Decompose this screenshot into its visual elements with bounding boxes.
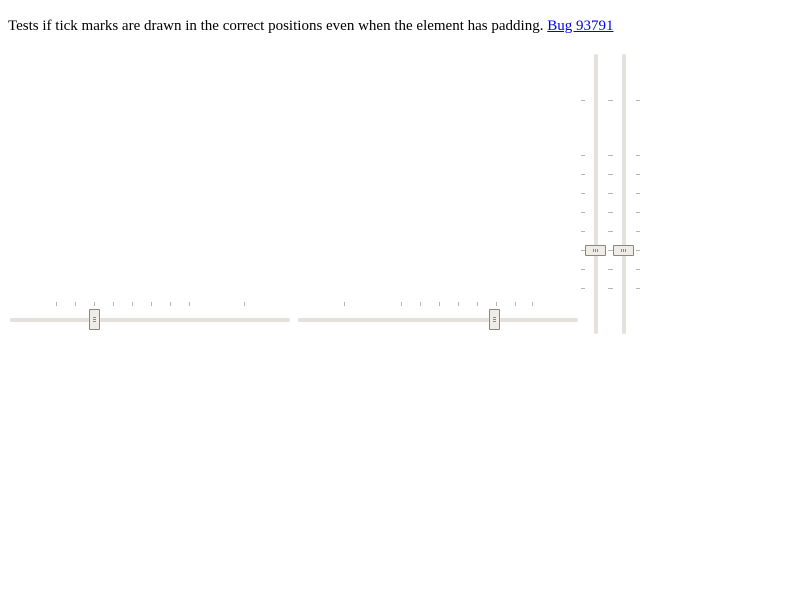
tick-mark bbox=[94, 302, 95, 306]
tick-mark bbox=[609, 212, 613, 213]
thumb-grip-line bbox=[93, 319, 96, 320]
thumb-grip-line bbox=[593, 249, 594, 252]
tick-mark bbox=[113, 302, 114, 306]
thumb-grip-line bbox=[93, 321, 96, 322]
slider-thumb[interactable] bbox=[89, 309, 100, 330]
tick-mark bbox=[636, 155, 640, 156]
horizontal-slider-1[interactable] bbox=[10, 296, 290, 336]
tick-mark bbox=[581, 269, 585, 270]
tick-mark bbox=[581, 250, 585, 251]
tick-mark bbox=[636, 250, 640, 251]
thumb-grip-line bbox=[493, 317, 496, 318]
tick-mark bbox=[151, 302, 152, 306]
horizontal-slider-2[interactable] bbox=[298, 296, 578, 336]
tick-mark bbox=[532, 302, 533, 306]
tick-mark bbox=[132, 302, 133, 306]
tick-mark bbox=[636, 174, 640, 175]
tick-mark bbox=[581, 100, 585, 101]
tick-mark bbox=[609, 174, 613, 175]
slider-track bbox=[298, 318, 578, 322]
tick-mark bbox=[636, 193, 640, 194]
tick-mark bbox=[609, 288, 613, 289]
tick-mark bbox=[609, 269, 613, 270]
tick-mark bbox=[515, 302, 516, 306]
tick-mark bbox=[189, 302, 190, 306]
tick-mark bbox=[581, 288, 585, 289]
thumb-grip-line bbox=[625, 249, 626, 252]
description-text: Tests if tick marks are drawn in the cor… bbox=[8, 18, 544, 34]
thumb-grip-line bbox=[623, 249, 624, 252]
tick-mark bbox=[477, 302, 478, 306]
tick-mark bbox=[636, 288, 640, 289]
tick-mark bbox=[170, 302, 171, 306]
tick-mark bbox=[581, 155, 585, 156]
tick-mark bbox=[420, 302, 421, 306]
tick-mark bbox=[75, 302, 76, 306]
slider-thumb[interactable] bbox=[613, 245, 634, 256]
slider-track bbox=[10, 318, 290, 322]
tick-mark bbox=[636, 212, 640, 213]
tick-mark bbox=[458, 302, 459, 306]
thumb-grip-line bbox=[93, 317, 96, 318]
tick-mark bbox=[609, 231, 613, 232]
tick-mark bbox=[581, 193, 585, 194]
slider-thumb[interactable] bbox=[585, 245, 606, 256]
tick-mark bbox=[56, 302, 57, 306]
tick-mark bbox=[609, 100, 613, 101]
bug-link[interactable]: Bug 93791 bbox=[547, 18, 614, 34]
slider-thumb[interactable] bbox=[489, 309, 500, 330]
thumb-grip-line bbox=[597, 249, 598, 252]
tick-mark bbox=[581, 231, 585, 232]
tick-mark bbox=[496, 302, 497, 306]
thumb-grip-line bbox=[493, 321, 496, 322]
test-description: Tests if tick marks are drawn in the cor… bbox=[8, 17, 613, 35]
tick-mark bbox=[609, 193, 613, 194]
thumb-grip-line bbox=[493, 319, 496, 320]
tick-mark bbox=[609, 155, 613, 156]
thumb-grip-line bbox=[595, 249, 596, 252]
thumb-grip-line bbox=[621, 249, 622, 252]
tick-mark bbox=[401, 302, 402, 306]
vertical-slider-2[interactable] bbox=[608, 54, 648, 334]
tick-mark bbox=[609, 250, 613, 251]
tick-mark bbox=[581, 174, 585, 175]
tick-mark bbox=[244, 302, 245, 306]
tick-mark bbox=[581, 212, 585, 213]
tick-mark bbox=[636, 100, 640, 101]
slider-track bbox=[622, 54, 626, 334]
tick-mark bbox=[439, 302, 440, 306]
tick-mark bbox=[344, 302, 345, 306]
slider-track bbox=[594, 54, 598, 334]
tick-mark bbox=[636, 269, 640, 270]
tick-mark bbox=[636, 231, 640, 232]
